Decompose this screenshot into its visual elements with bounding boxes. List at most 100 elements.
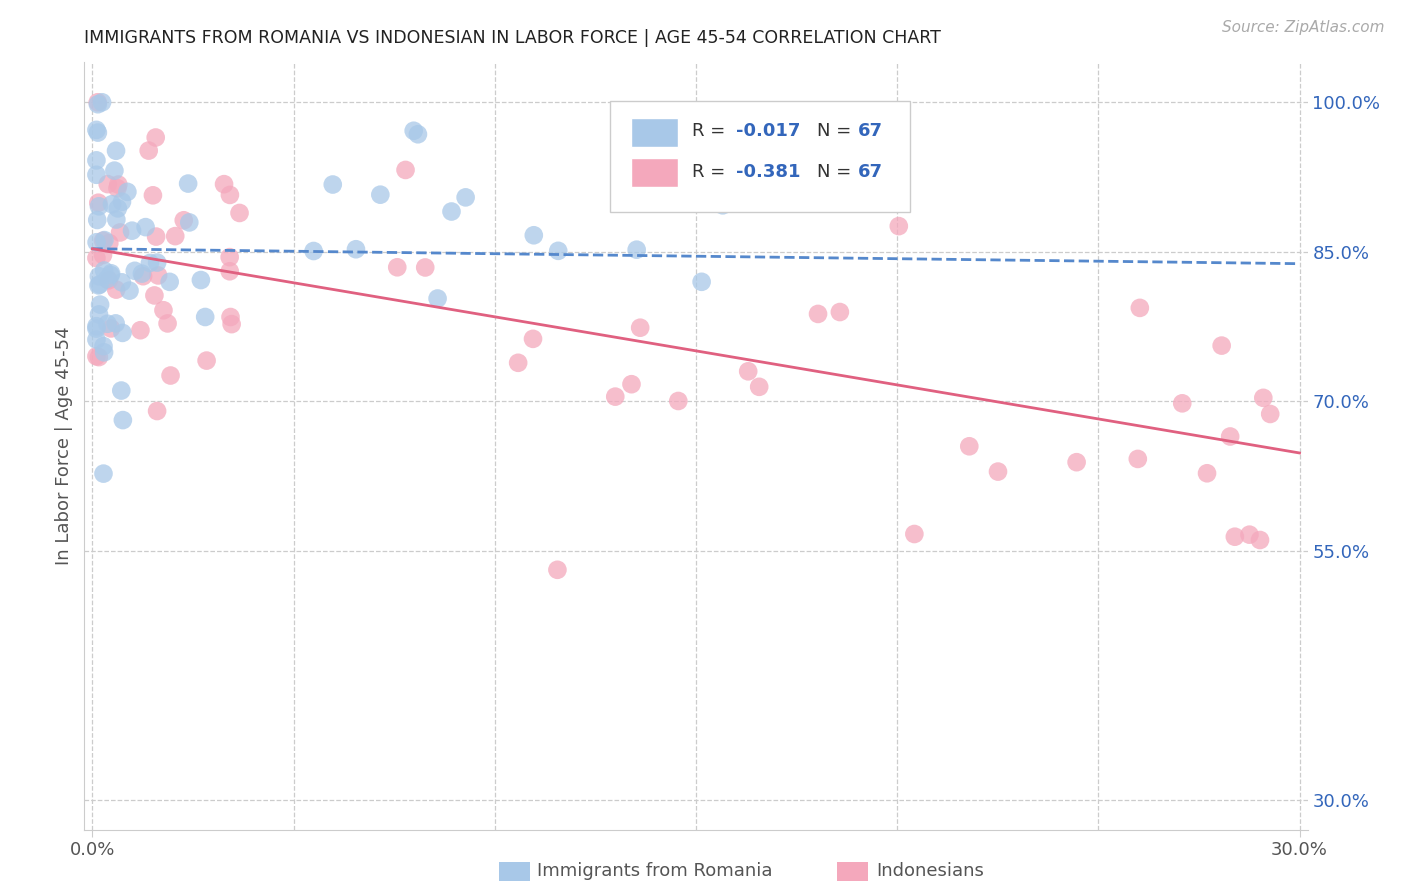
Point	[1195, 467, 1218, 481]
Point	[87, 269, 110, 284]
Point	[142, 188, 165, 202]
Point	[1211, 338, 1233, 352]
Point	[89, 277, 111, 292]
Point	[89, 297, 111, 311]
Point	[454, 190, 477, 204]
Point	[87, 199, 110, 213]
Point	[86, 235, 108, 250]
Point	[124, 264, 146, 278]
Point	[190, 273, 212, 287]
Point	[146, 255, 169, 269]
Point	[370, 187, 392, 202]
Point	[194, 310, 217, 324]
Text: Indonesians: Indonesians	[876, 863, 984, 880]
Point	[547, 244, 569, 258]
Point	[302, 244, 325, 258]
Point	[97, 177, 120, 191]
Point	[146, 404, 169, 418]
Point	[179, 215, 201, 229]
Point	[159, 368, 181, 383]
Point	[699, 127, 721, 141]
Point	[152, 303, 174, 318]
Point	[903, 527, 925, 541]
Point	[394, 163, 416, 178]
Point	[605, 390, 627, 404]
Point	[86, 95, 108, 110]
Text: N =: N =	[817, 163, 858, 181]
Text: 67: 67	[858, 163, 883, 181]
Point	[111, 413, 134, 427]
Point	[1258, 407, 1281, 421]
Point	[228, 206, 250, 220]
Point	[1129, 301, 1152, 315]
Point	[145, 130, 167, 145]
Point	[145, 229, 167, 244]
Point	[110, 384, 132, 398]
Point	[111, 276, 134, 290]
Point	[387, 260, 409, 275]
Point	[118, 284, 141, 298]
Point	[139, 256, 162, 270]
Point	[105, 283, 128, 297]
Point	[679, 136, 702, 150]
Point	[100, 268, 122, 282]
FancyBboxPatch shape	[631, 158, 678, 187]
Text: -0.017: -0.017	[737, 122, 800, 140]
Point	[96, 272, 118, 286]
Point	[402, 124, 425, 138]
Point	[1249, 533, 1271, 547]
Point	[666, 394, 689, 409]
Point	[628, 320, 651, 334]
Point	[165, 229, 187, 244]
Point	[138, 144, 160, 158]
Point	[221, 317, 243, 331]
Point	[86, 168, 108, 182]
Point	[96, 317, 118, 331]
Point	[105, 144, 128, 158]
Point	[1223, 530, 1246, 544]
Point	[86, 349, 108, 363]
Point	[219, 310, 242, 324]
Point	[87, 97, 110, 112]
Point	[344, 242, 367, 256]
Text: R =: R =	[692, 122, 731, 140]
Point	[626, 243, 648, 257]
Point	[105, 181, 128, 195]
Point	[131, 267, 153, 281]
Point	[87, 195, 110, 210]
Point	[807, 307, 830, 321]
Point	[87, 278, 110, 293]
Point	[1171, 396, 1194, 410]
Text: Source: ZipAtlas.com: Source: ZipAtlas.com	[1222, 20, 1385, 35]
Point	[100, 266, 122, 280]
Point	[87, 350, 110, 364]
Point	[86, 321, 108, 335]
Point	[1239, 527, 1261, 541]
Point	[97, 273, 120, 287]
Point	[108, 226, 131, 240]
Point	[828, 305, 851, 319]
Point	[212, 177, 235, 191]
Point	[219, 188, 242, 202]
Text: N =: N =	[817, 122, 858, 140]
Point	[508, 356, 530, 370]
Point	[93, 345, 115, 359]
Point	[957, 439, 980, 453]
Point	[86, 333, 108, 347]
Point	[1126, 451, 1149, 466]
Text: R =: R =	[692, 163, 731, 181]
Point	[87, 307, 110, 321]
Point	[86, 123, 108, 137]
Point	[91, 234, 114, 248]
Y-axis label: In Labor Force | Age 45-54: In Labor Force | Age 45-54	[55, 326, 73, 566]
Point	[98, 236, 121, 251]
Point	[86, 319, 108, 334]
Point	[887, 219, 910, 234]
Point	[413, 260, 436, 275]
Point	[101, 197, 124, 211]
Point	[650, 126, 672, 140]
FancyBboxPatch shape	[631, 118, 678, 147]
Point	[86, 213, 108, 227]
Text: IMMIGRANTS FROM ROMANIA VS INDONESIAN IN LABOR FORCE | AGE 45-54 CORRELATION CHA: IMMIGRANTS FROM ROMANIA VS INDONESIAN IN…	[84, 29, 941, 47]
Point	[322, 178, 344, 192]
